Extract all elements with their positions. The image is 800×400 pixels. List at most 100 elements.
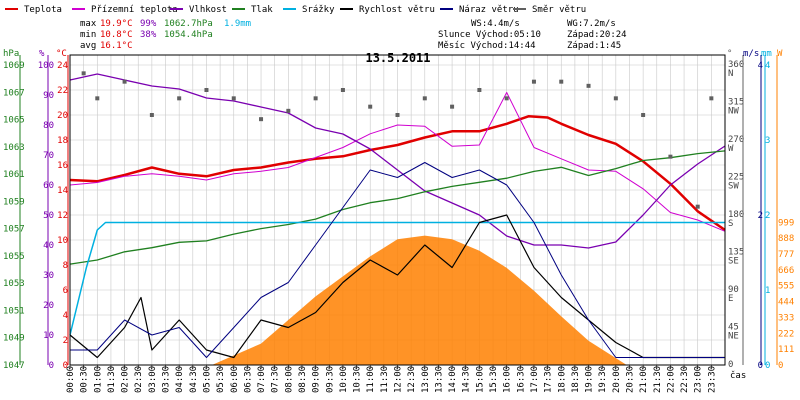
axis-unit-mm: mm (761, 49, 772, 59)
x-tick-label: 20:00 (612, 366, 622, 393)
y-tick-temp: 22 (57, 86, 68, 96)
wind-direction-point (286, 108, 291, 113)
y-tick-direction-cardinal: N (728, 69, 733, 79)
wind-direction-point (709, 96, 714, 101)
info-moon: Měsíc Východ:14:44 (438, 41, 536, 51)
legend-label-teplota: Teplota (24, 5, 62, 15)
y-tick-solar: 444 (778, 298, 794, 308)
axis-unit-ms: m/s (743, 49, 759, 59)
stats-avg-label: avg (80, 41, 96, 51)
x-tick-label: 12:30 (407, 366, 417, 393)
x-tick-label: 14:30 (462, 366, 472, 393)
y-tick-temp: 6 (63, 286, 68, 296)
x-tick-label: 05:30 (216, 366, 226, 393)
axis-unit-deg: ° (727, 49, 732, 59)
stats-max-rain: 1.9mm (224, 19, 251, 29)
y-tick-humidity: 70 (43, 151, 54, 161)
y-tick-solar: 999 (778, 218, 794, 228)
y-tick-temp: 10 (57, 236, 68, 246)
wind-direction-point (204, 88, 209, 92)
x-tick-label: 06:00 (230, 366, 240, 393)
y-tick-temp: 20 (57, 111, 68, 121)
x-tick-label: 04:00 (175, 366, 185, 393)
y-tick-humidity: 20 (43, 301, 54, 311)
axis-unit-w: W (777, 49, 783, 59)
series-vlhkost (69, 73, 726, 249)
y-tick-humidity: 40 (43, 241, 54, 251)
y-tick-pressure: 1053 (3, 279, 25, 289)
x-tick-label: 13:00 (421, 366, 431, 393)
y-tick-temp: 8 (63, 261, 68, 271)
x-tick-label: 18:30 (571, 366, 581, 393)
y-tick-pressure: 1047 (3, 361, 25, 371)
info-sun-set: Západ:20:24 (567, 30, 627, 40)
x-tick-label: 10:00 (339, 366, 349, 393)
y-tick-solar: 222 (778, 329, 794, 339)
x-tick-label: 06:30 (243, 366, 253, 393)
solar-fill-layer (70, 235, 725, 365)
y-tick-temp: 0 (63, 361, 68, 371)
y-tick-wind: 2 (758, 211, 763, 221)
y-tick-pressure: 1065 (3, 116, 25, 126)
y-tick-direction: 45 (728, 323, 739, 333)
x-tick-label: 01:30 (107, 366, 117, 393)
y-tick-pressure: 1067 (3, 88, 25, 98)
y-tick-pressure: 1055 (3, 252, 25, 262)
y-tick-direction: 135 (728, 248, 744, 258)
info-wg: WG:7.2m/s (567, 19, 616, 29)
x-tick-label: 15:30 (489, 366, 499, 393)
stats-min-temp: 10.8°C (100, 30, 133, 40)
x-tick-label: 09:30 (325, 366, 335, 393)
x-tick-label: 21:30 (653, 366, 663, 393)
wind-direction-point (450, 104, 455, 109)
x-tick-label: 12:00 (394, 366, 404, 393)
y-tick-rain: 4 (765, 61, 770, 71)
stats-min-hum: 38% (140, 30, 157, 40)
x-tick-label: 03:00 (148, 366, 158, 393)
x-tick-label: 11:00 (366, 366, 376, 393)
y-tick-rain: 1 (765, 286, 770, 296)
x-tick-label: 03:30 (162, 366, 172, 393)
info-moon-set: Západ:1:45 (567, 41, 621, 51)
y-tick-pressure: 1051 (3, 306, 25, 316)
wind-direction-point (231, 96, 236, 101)
stats-max-press: 1062.7hPa (164, 19, 213, 29)
x-tick-label: 16:30 (516, 366, 526, 393)
y-tick-pressure: 1061 (3, 170, 25, 180)
y-tick-humidity: 60 (43, 181, 54, 191)
series-naraz-vetru (70, 162, 725, 358)
y-tick-direction-cardinal: SE (728, 257, 739, 267)
y-tick-humidity: 10 (43, 331, 54, 341)
plot-frame (69, 54, 726, 366)
wind-direction-point (477, 88, 482, 92)
y-tick-pressure: 1059 (3, 197, 25, 207)
y-tick-temp: 4 (63, 311, 68, 321)
legend-label-rychlost-vetru: Rychlost větru (359, 5, 435, 15)
x-tick-label: 07:30 (271, 366, 281, 393)
wind-direction-point (504, 96, 509, 101)
y-tick-wind: 0 (758, 361, 763, 371)
wind-direction-point (641, 113, 646, 117)
y-tick-rain: 3 (765, 136, 770, 146)
x-tick-label: 22:30 (680, 366, 690, 393)
y-tick-temp: 24 (57, 61, 68, 71)
y-tick-direction: 360 (728, 60, 744, 70)
series-prizemni-teplota (69, 92, 726, 232)
y-tick-pressure: 1057 (3, 225, 25, 235)
y-tick-rain: 2 (765, 211, 770, 221)
stats-min-label: min (80, 30, 96, 40)
y-tick-direction-cardinal: NW (728, 107, 739, 117)
stats-block: max 19.9°C 99% 1062.7hPa 1.9mm min 10.8°… (80, 19, 251, 51)
y-tick-solar: 555 (778, 282, 794, 292)
y-tick-humidity: 30 (43, 271, 54, 281)
y-tick-pressure: 1063 (3, 143, 25, 153)
y-tick-direction-cardinal: W (728, 144, 734, 154)
y-tick-humidity: 50 (43, 211, 54, 221)
axes: 00:00 00:30 01:00 01:30 02:00 02:30 03:00 03:30… (3, 55, 794, 393)
axis-unit-pct: % (39, 49, 45, 59)
y-tick-temp: 12 (57, 211, 68, 221)
y-tick-wind: 4 (758, 61, 763, 71)
x-tick-label: 13:30 (434, 366, 444, 393)
y-tick-humidity: 0 (49, 361, 54, 371)
